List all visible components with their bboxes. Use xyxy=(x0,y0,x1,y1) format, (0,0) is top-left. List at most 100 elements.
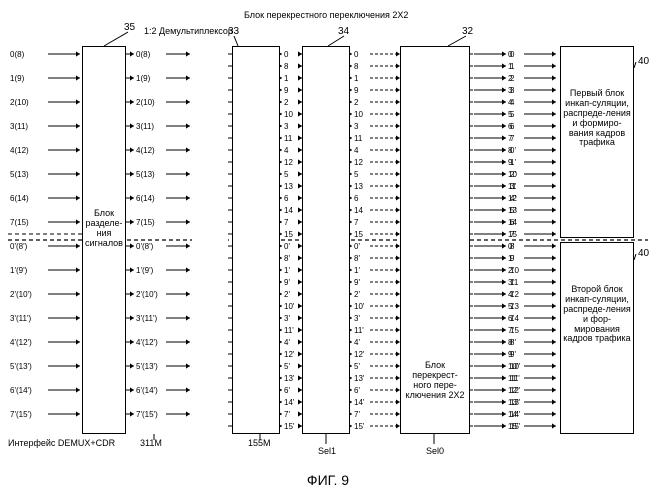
svg-text:12': 12' xyxy=(510,386,521,395)
svg-text:10': 10' xyxy=(510,362,521,371)
svg-text:4': 4' xyxy=(510,194,516,203)
svg-text:6': 6' xyxy=(284,386,290,395)
svg-text:3(11): 3(11) xyxy=(10,122,28,131)
svg-text:7': 7' xyxy=(510,230,516,239)
svg-text:8': 8' xyxy=(354,254,360,263)
ref-32: 32 xyxy=(462,26,473,37)
svg-text:0: 0 xyxy=(354,50,359,59)
svg-text:0: 0 xyxy=(284,50,289,59)
svg-text:5(13): 5(13) xyxy=(136,170,155,179)
xc2-block: Блок перекрест-ного пере-ключения 2X2 xyxy=(400,46,470,434)
ref-33: 33 xyxy=(228,26,239,37)
svg-text:0': 0' xyxy=(354,242,360,251)
ref-40a: 40 xyxy=(638,56,649,67)
svg-text:6: 6 xyxy=(510,122,515,131)
svg-text:9: 9 xyxy=(284,86,289,95)
svg-text:0: 0 xyxy=(510,50,515,59)
svg-text:7(15): 7(15) xyxy=(136,218,155,227)
sel1-label: Sel1 xyxy=(318,446,336,456)
svg-text:6: 6 xyxy=(284,194,289,203)
svg-text:13': 13' xyxy=(510,398,521,407)
svg-text:13: 13 xyxy=(354,182,363,191)
svg-text:4'(12'): 4'(12') xyxy=(136,338,158,347)
svg-text:11: 11 xyxy=(284,134,293,143)
svg-text:10: 10 xyxy=(354,110,363,119)
svg-text:6(14): 6(14) xyxy=(136,194,155,203)
svg-text:15': 15' xyxy=(354,422,365,431)
svg-text:0': 0' xyxy=(284,242,290,251)
svg-text:7': 7' xyxy=(354,410,360,419)
svg-text:3: 3 xyxy=(284,122,289,131)
svg-text:1: 1 xyxy=(284,74,289,83)
svg-text:10': 10' xyxy=(354,302,365,311)
svg-text:0'(8'): 0'(8') xyxy=(10,242,28,251)
output-block-1: Первый блок инкап-суляции, распреде-лени… xyxy=(560,46,634,238)
svg-text:7'(15'): 7'(15') xyxy=(136,410,158,419)
split-label: Блок разделе-ния сигналов xyxy=(83,207,125,251)
svg-text:12: 12 xyxy=(284,158,293,167)
svg-text:14: 14 xyxy=(354,206,363,215)
svg-text:12': 12' xyxy=(284,350,295,359)
svg-text:5'(13'): 5'(13') xyxy=(136,362,158,371)
diagram-root: 0(8)1(9)2(10)3(11)4(12)5(13)6(14)7(15)0'… xyxy=(8,8,648,468)
svg-text:14': 14' xyxy=(284,398,295,407)
svg-text:4': 4' xyxy=(284,338,290,347)
svg-text:6': 6' xyxy=(354,386,360,395)
svg-text:5': 5' xyxy=(284,362,290,371)
svg-text:9: 9 xyxy=(354,86,359,95)
svg-text:9': 9' xyxy=(284,278,290,287)
svg-text:2(10): 2(10) xyxy=(10,98,29,107)
svg-text:7: 7 xyxy=(284,218,289,227)
svg-text:3': 3' xyxy=(510,182,516,191)
svg-text:8': 8' xyxy=(284,254,290,263)
svg-text:5: 5 xyxy=(354,170,359,179)
svg-text:2'(10'): 2'(10') xyxy=(10,290,32,299)
svg-text:10': 10' xyxy=(284,302,295,311)
ref-40b: 40 xyxy=(638,248,649,259)
svg-text:1(9): 1(9) xyxy=(10,74,25,83)
svg-text:12': 12' xyxy=(354,350,365,359)
svg-text:5: 5 xyxy=(510,110,515,119)
svg-text:7: 7 xyxy=(354,218,359,227)
svg-text:14': 14' xyxy=(510,410,521,419)
svg-text:9: 9 xyxy=(510,254,515,263)
rate-311: 311M xyxy=(140,438,162,448)
svg-text:1(9): 1(9) xyxy=(136,74,151,83)
svg-text:8: 8 xyxy=(284,62,289,71)
svg-text:12: 12 xyxy=(510,290,519,299)
svg-text:11': 11' xyxy=(284,326,294,335)
svg-text:13: 13 xyxy=(284,182,293,191)
svg-text:6'(14'): 6'(14') xyxy=(136,386,158,395)
svg-text:12: 12 xyxy=(354,158,363,167)
svg-text:3': 3' xyxy=(354,314,360,323)
svg-text:6: 6 xyxy=(354,194,359,203)
svg-text:1'(9'): 1'(9') xyxy=(10,266,28,275)
svg-text:4(12): 4(12) xyxy=(136,146,155,155)
svg-text:3: 3 xyxy=(354,122,359,131)
svg-text:1': 1' xyxy=(354,266,360,275)
svg-text:15': 15' xyxy=(510,422,521,431)
svg-text:3': 3' xyxy=(284,314,290,323)
svg-text:13': 13' xyxy=(284,374,295,383)
svg-text:8': 8' xyxy=(510,338,516,347)
svg-text:3'(11'): 3'(11') xyxy=(136,314,157,323)
xc-block-a xyxy=(232,46,280,434)
demux-block xyxy=(192,46,228,434)
svg-text:4: 4 xyxy=(284,146,289,155)
svg-text:14: 14 xyxy=(510,314,519,323)
svg-text:11: 11 xyxy=(354,134,363,143)
svg-text:3'(11'): 3'(11') xyxy=(10,314,31,323)
signal-split-block: Блок разделе-ния сигналов xyxy=(82,46,126,434)
out2-label: Второй блок инкап-суляции, распреде-лени… xyxy=(561,283,633,346)
svg-text:3: 3 xyxy=(510,86,515,95)
svg-text:15: 15 xyxy=(510,326,519,335)
svg-text:7(15): 7(15) xyxy=(10,218,29,227)
rate-155: 155M xyxy=(248,438,271,448)
svg-text:1': 1' xyxy=(284,266,290,275)
svg-text:8: 8 xyxy=(510,242,515,251)
ref-35: 35 xyxy=(124,22,135,33)
figure-caption: ФИГ. 9 xyxy=(8,472,648,488)
svg-text:2'(10'): 2'(10') xyxy=(136,290,158,299)
svg-text:14': 14' xyxy=(354,398,365,407)
out1-label: Первый блок инкап-суляции, распреде-лени… xyxy=(561,87,633,150)
